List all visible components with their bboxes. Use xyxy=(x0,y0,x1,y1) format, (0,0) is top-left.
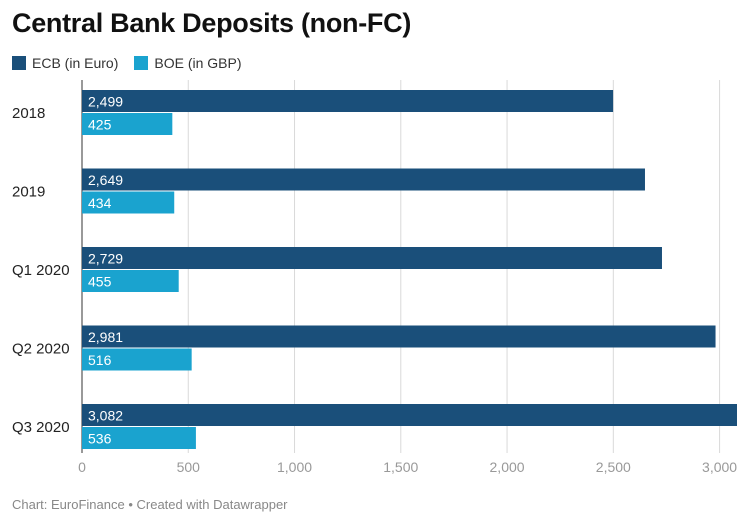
bar xyxy=(82,90,614,112)
legend-item-boe: BOE (in GBP) xyxy=(134,55,242,71)
bar-value-label: 2,981 xyxy=(88,329,123,345)
bar-value-label: 3,082 xyxy=(88,408,123,424)
bar-chart: 0 500 1,000 1,500 2,000 2,500 3,000 2018 2,499 42… xyxy=(12,80,737,475)
legend-swatch-ecb xyxy=(12,56,26,70)
bar-value-label: 2,649 xyxy=(88,172,123,188)
category-label: 2019 xyxy=(12,184,45,201)
chart-footer: Chart: EuroFinance • Created with Datawr… xyxy=(12,497,288,512)
bar xyxy=(82,247,662,269)
x-tick-label: 1,500 xyxy=(383,459,418,475)
category-label: 2018 xyxy=(12,105,45,122)
bar-value-label: 434 xyxy=(88,195,112,211)
bar xyxy=(82,348,192,371)
x-tick-label: 2,000 xyxy=(490,459,525,475)
bar xyxy=(82,191,175,214)
bar-value-label: 516 xyxy=(88,352,112,368)
bar xyxy=(82,325,716,348)
x-tick-label: 0 xyxy=(78,459,86,475)
legend-label-ecb: ECB (in Euro) xyxy=(32,55,119,71)
bar xyxy=(82,427,196,449)
x-tick-label: 3,000 xyxy=(702,459,737,475)
legend-swatch-boe xyxy=(134,56,149,70)
category-label: Q3 2020 xyxy=(12,419,70,436)
legend: ECB (in Euro) BOE (in GBP) xyxy=(12,55,258,71)
bar-value-label: 536 xyxy=(88,431,112,447)
bar xyxy=(82,113,173,135)
bar-value-label: 2,499 xyxy=(88,94,123,110)
chart-title: Central Bank Deposits (non-FC) xyxy=(12,8,412,38)
x-tick-label: 500 xyxy=(177,459,201,475)
legend-item-ecb: ECB (in Euro) xyxy=(12,55,118,71)
bar-value-label: 425 xyxy=(88,117,112,133)
category-label: Q1 2020 xyxy=(12,262,70,279)
bar-value-label: 455 xyxy=(88,274,112,290)
category-label: Q2 2020 xyxy=(12,341,70,358)
bar-value-label: 2,729 xyxy=(88,251,123,267)
x-tick-label: 2,500 xyxy=(596,459,631,475)
bar xyxy=(82,404,737,426)
bar xyxy=(82,270,179,292)
legend-label-boe: BOE (in GBP) xyxy=(154,55,242,71)
bar xyxy=(82,168,645,191)
x-tick-label: 1,000 xyxy=(277,459,312,475)
